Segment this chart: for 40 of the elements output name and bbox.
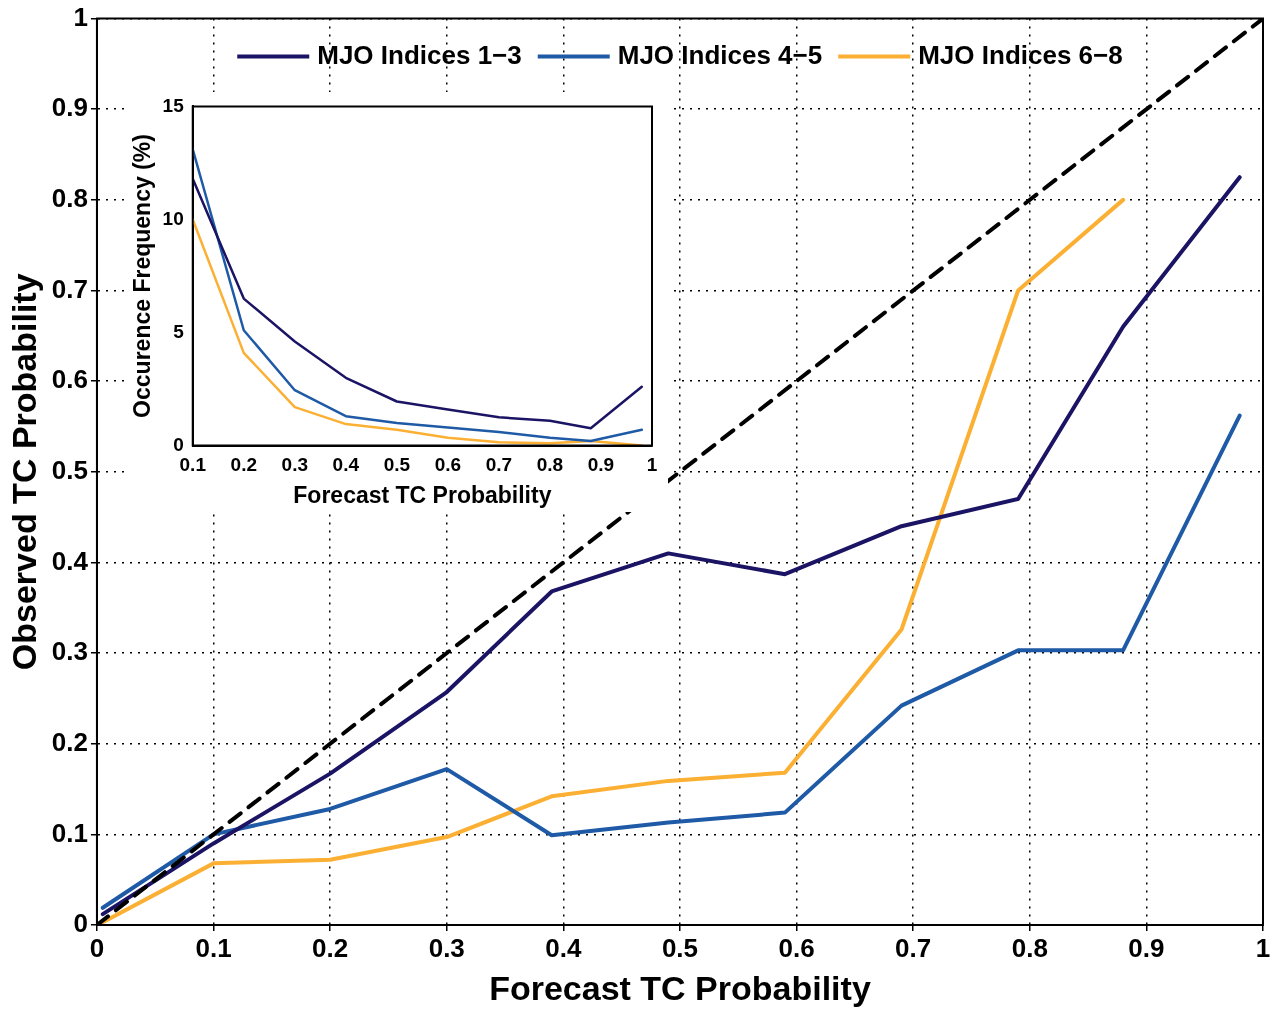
x-tick-label: 0.2 — [230, 454, 257, 476]
x-tick-label: 0.4 — [545, 932, 582, 963]
y-tick-label: 0 — [173, 433, 184, 455]
y-tick-label: 0.7 — [51, 273, 88, 304]
y-tick-label: 0.6 — [51, 364, 88, 395]
y-tick-label: 0.8 — [51, 183, 88, 214]
y-axis-title: Observed TC Probability — [4, 273, 43, 671]
y-tick-label: 15 — [162, 94, 185, 116]
legend-label: MJO Indices 1−3 — [317, 39, 522, 70]
y-tick-label: 0.9 — [51, 92, 88, 123]
x-tick-label: 0.9 — [587, 454, 615, 476]
y-tick-label: 0.4 — [51, 545, 89, 576]
x-tick-label: 1 — [1255, 932, 1271, 963]
x-tick-label: 0.3 — [281, 454, 308, 476]
y-tick-label: 10 — [162, 207, 184, 229]
y-tick-label: 1 — [73, 1, 88, 32]
y-tick-label: 0.1 — [51, 817, 88, 848]
x-tick-label: 1 — [646, 454, 658, 476]
x-tick-label: 0.2 — [312, 932, 349, 963]
y-axis-title: Occurence Frequency (%) — [129, 134, 156, 418]
x-tick-label: 0.8 — [1011, 932, 1048, 963]
x-tick-label: 0.9 — [1128, 932, 1165, 963]
x-tick-label: 0.1 — [195, 932, 232, 963]
x-axis-title: Forecast TC Probability — [293, 481, 552, 508]
x-tick-label: 0.5 — [661, 932, 699, 963]
x-tick-label: 0.5 — [383, 454, 411, 476]
x-tick-label: 0.7 — [895, 932, 932, 963]
legend-label: MJO Indices 4−5 — [617, 39, 823, 70]
legend-label: MJO Indices 6−8 — [918, 39, 1123, 70]
y-tick-label: 0.3 — [51, 636, 88, 667]
y-tick-label: 0 — [73, 908, 88, 939]
y-tick-label: 5 — [173, 320, 185, 342]
y-tick-label: 0.2 — [51, 726, 88, 757]
x-tick-label: 0.8 — [536, 454, 564, 476]
x-tick-label: 0.3 — [428, 932, 465, 963]
x-axis-title: Forecast TC Probability — [489, 968, 871, 1007]
x-tick-label: 0.6 — [434, 454, 462, 476]
x-tick-label: 0.7 — [485, 454, 513, 476]
x-tick-label: 0.6 — [778, 932, 815, 963]
x-tick-label: 0.4 — [332, 454, 360, 476]
